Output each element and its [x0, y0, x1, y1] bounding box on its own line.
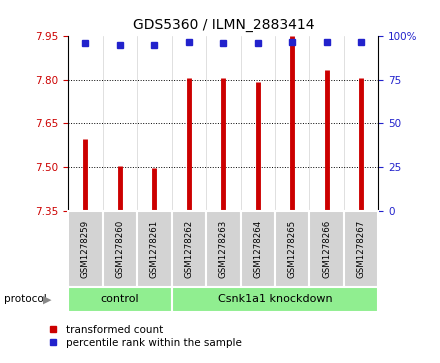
Bar [68, 287, 172, 312]
Text: GSM1278262: GSM1278262 [184, 220, 193, 278]
Bar [241, 211, 275, 287]
Text: GSM1278267: GSM1278267 [357, 220, 366, 278]
Bar [309, 211, 344, 287]
Bar [344, 211, 378, 287]
Bar [103, 211, 137, 287]
Text: ▶: ▶ [43, 294, 51, 305]
Text: GSM1278261: GSM1278261 [150, 220, 159, 278]
Text: GSM1278266: GSM1278266 [322, 220, 331, 278]
Bar [275, 211, 309, 287]
Text: control: control [101, 294, 139, 305]
Legend: transformed count, percentile rank within the sample: transformed count, percentile rank withi… [49, 325, 242, 348]
Text: GSM1278259: GSM1278259 [81, 220, 90, 278]
Bar [137, 211, 172, 287]
Text: GSM1278265: GSM1278265 [288, 220, 297, 278]
Bar [68, 211, 103, 287]
Bar [206, 211, 241, 287]
Text: Csnk1a1 knockdown: Csnk1a1 knockdown [218, 294, 332, 305]
Title: GDS5360 / ILMN_2883414: GDS5360 / ILMN_2883414 [132, 19, 314, 33]
Bar [172, 287, 378, 312]
Bar [172, 211, 206, 287]
Text: GSM1278264: GSM1278264 [253, 220, 262, 278]
Text: GSM1278260: GSM1278260 [115, 220, 125, 278]
Text: GSM1278263: GSM1278263 [219, 220, 228, 278]
Text: protocol: protocol [4, 294, 47, 305]
